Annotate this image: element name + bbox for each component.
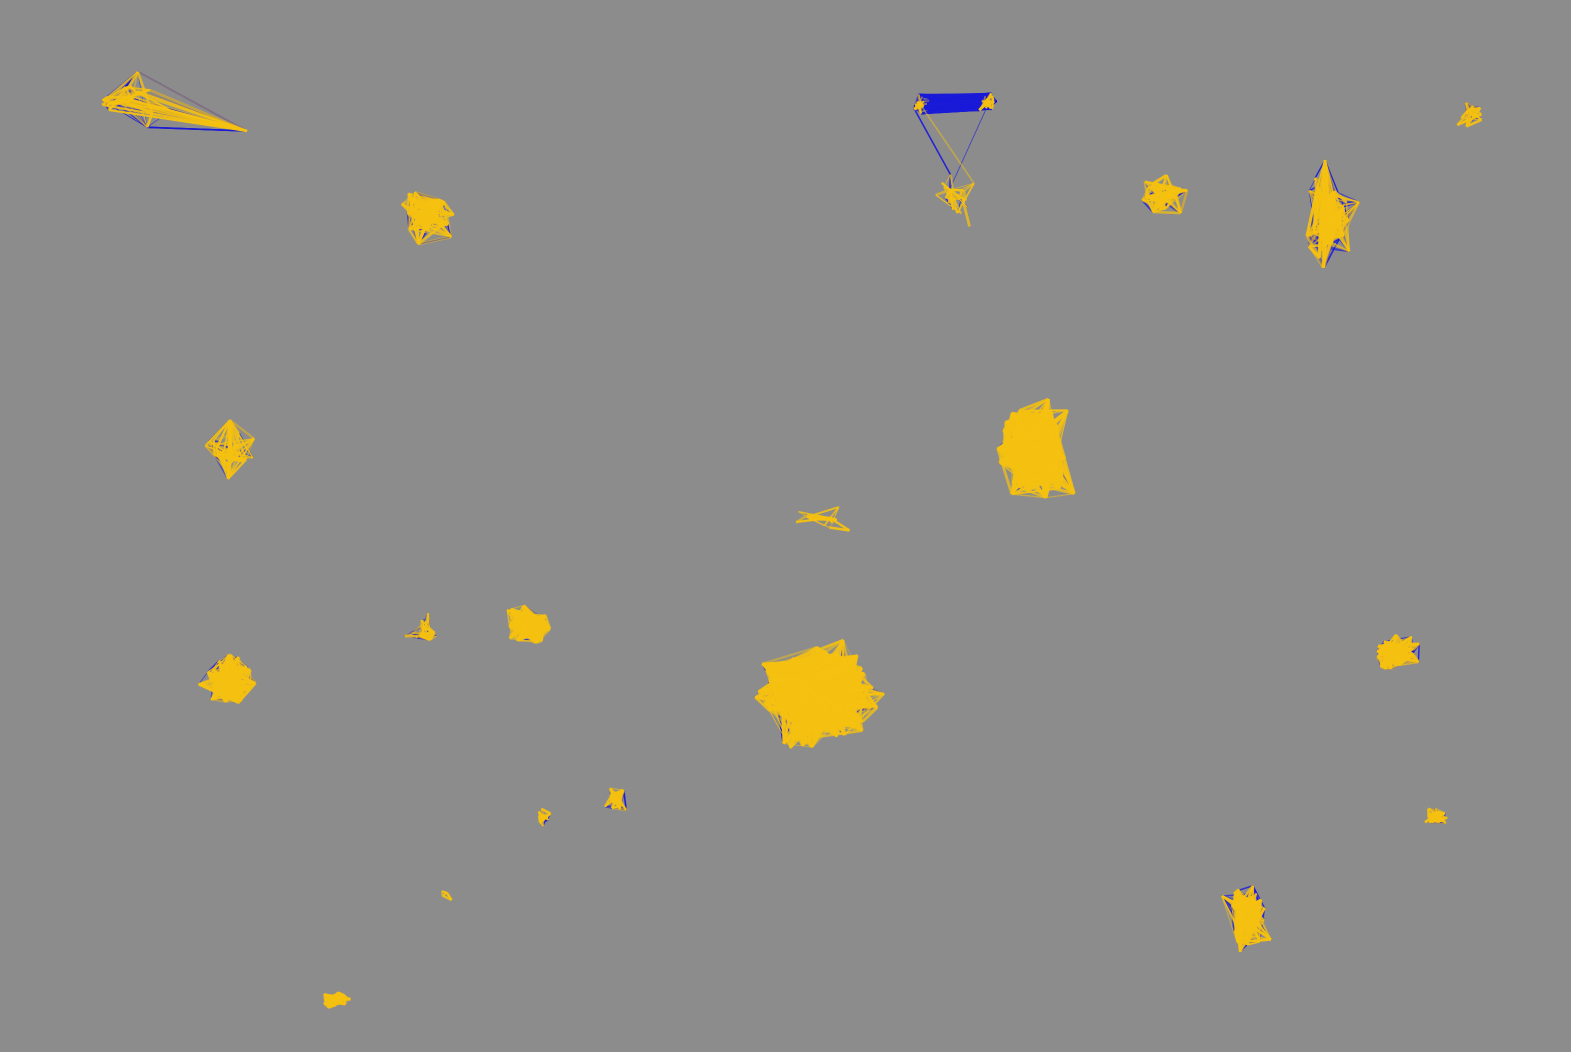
gold-edge-layer	[101, 71, 1483, 1009]
